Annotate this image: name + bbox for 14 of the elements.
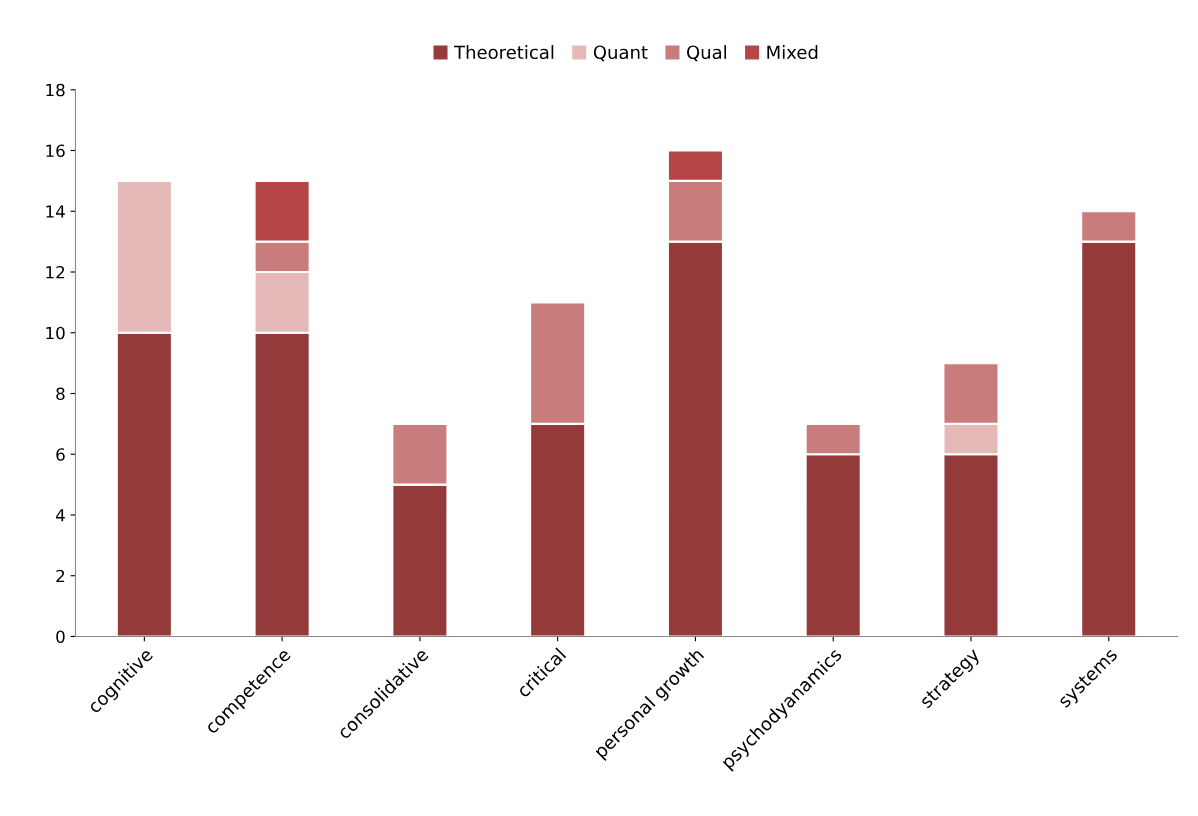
y-tick-label: 6 <box>56 448 65 461</box>
y-tick-label: 12 <box>46 265 65 279</box>
y-tick-label: 4 <box>55 509 65 522</box>
y-tick-label: 0 <box>56 630 65 644</box>
y-tick-label: 14 <box>46 205 65 218</box>
y-tick-label: 2 <box>56 569 65 583</box>
legend-label: Quant <box>593 45 648 62</box>
legend-label: Mixed <box>767 45 818 60</box>
y-tick-label: 16 <box>46 144 65 158</box>
y-tick-label: 8 <box>56 387 65 401</box>
legend-label: Qual <box>686 45 727 62</box>
legend-label: Theoretical <box>453 45 554 60</box>
y-tick-label: 18 <box>46 83 65 97</box>
y-tick-label: 10 <box>46 326 65 340</box>
